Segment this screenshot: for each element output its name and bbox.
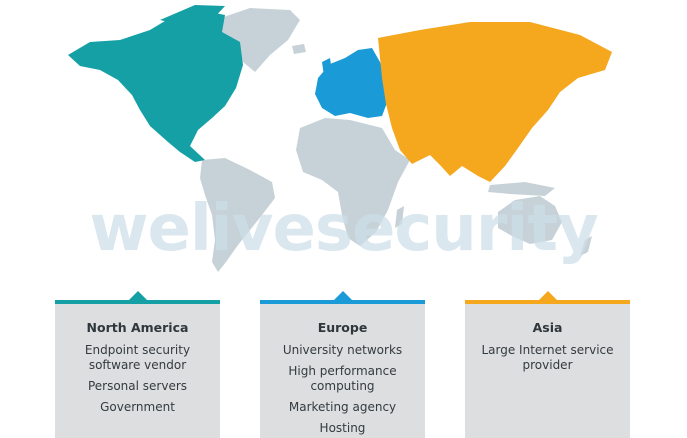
britain-shape bbox=[322, 58, 332, 76]
card-title: Asia bbox=[532, 320, 563, 335]
africa-shape bbox=[296, 118, 410, 246]
list-item: Large Internet service provider bbox=[481, 343, 614, 372]
card-accent-bar bbox=[260, 300, 425, 304]
world-map bbox=[68, 5, 612, 272]
north-america-region bbox=[68, 5, 243, 162]
asia-shape bbox=[378, 22, 612, 182]
list-item: University networks bbox=[282, 343, 403, 357]
madagascar-shape bbox=[395, 206, 404, 228]
iceland-shape bbox=[292, 44, 306, 54]
card-accent-bar bbox=[465, 300, 630, 304]
card-pointer-triangle bbox=[333, 291, 352, 300]
indonesia-shape bbox=[488, 182, 555, 196]
card-items: Endpoint security software vendor Person… bbox=[55, 343, 220, 415]
region-card-europe: Europe University networks High performa… bbox=[260, 291, 425, 438]
card-accent-bar bbox=[55, 300, 220, 304]
region-card-asia: Asia Large Internet service provider bbox=[465, 291, 630, 438]
asia-region bbox=[378, 22, 612, 182]
card-items: University networks High performance com… bbox=[260, 343, 425, 436]
card-title: North America bbox=[86, 320, 189, 335]
card-pointer-triangle bbox=[128, 291, 147, 300]
greenland-shape bbox=[215, 8, 300, 72]
europe-shape bbox=[315, 48, 388, 118]
south-america-shape bbox=[200, 158, 275, 272]
list-item: Personal servers bbox=[87, 379, 188, 393]
north-america-shape bbox=[68, 10, 243, 162]
card-pointer-triangle bbox=[538, 291, 557, 300]
card-items: Large Internet service provider bbox=[465, 343, 630, 373]
europe-region bbox=[315, 48, 388, 118]
region-card-north-america: North America Endpoint security software… bbox=[55, 291, 220, 438]
other-land bbox=[200, 8, 592, 272]
list-item: Government bbox=[100, 400, 175, 414]
list-item: Marketing agency bbox=[288, 400, 397, 414]
card-title: Europe bbox=[317, 320, 368, 335]
list-item: High performance computing bbox=[288, 364, 397, 393]
list-item: Hosting bbox=[319, 421, 366, 435]
japan-shape bbox=[535, 90, 548, 118]
list-item: Endpoint security software vendor bbox=[84, 343, 191, 372]
new-zealand-shape bbox=[580, 236, 592, 256]
australia-shape bbox=[498, 196, 562, 244]
arctic-islands-shape bbox=[160, 5, 225, 26]
